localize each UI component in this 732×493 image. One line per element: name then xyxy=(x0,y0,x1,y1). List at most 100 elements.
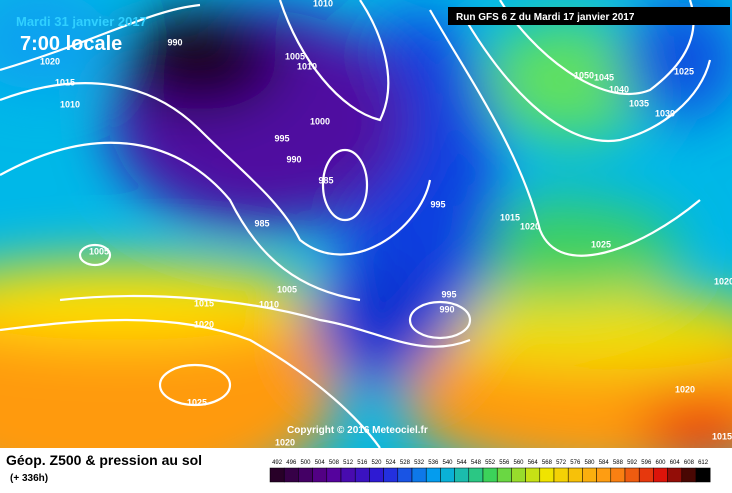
isobar-label: 1035 xyxy=(629,98,649,108)
scale-label: 584 xyxy=(599,460,610,466)
scale-label: 580 xyxy=(584,460,595,466)
scale-label: 536 xyxy=(428,460,439,466)
scale-swatch xyxy=(596,467,612,483)
isobar-label: 1020 xyxy=(714,276,732,286)
scale-swatch xyxy=(440,467,455,483)
scale-swatch xyxy=(397,467,413,483)
date: Mardi 31 janvier 2017 xyxy=(16,14,147,29)
scale-swatch xyxy=(326,467,342,483)
scale-swatch xyxy=(283,467,299,483)
scale-label: 604 xyxy=(670,460,681,466)
isobar-label: 1025 xyxy=(591,239,611,249)
scale-swatch xyxy=(681,467,697,483)
scale-swatch xyxy=(496,467,512,483)
isobar-label: 1010 xyxy=(60,99,80,109)
scale-label: 544 xyxy=(457,460,468,466)
isobar-label: 1015 xyxy=(712,431,732,441)
scale-swatch xyxy=(468,467,484,483)
scale-swatch xyxy=(511,467,526,483)
scale-swatch xyxy=(383,467,399,483)
scale-label: 532 xyxy=(414,460,425,466)
isobar-label: 1000 xyxy=(310,116,330,126)
scale-label: 540 xyxy=(442,460,453,466)
scale-swatch xyxy=(525,467,541,483)
scale-label: 512 xyxy=(343,460,354,466)
isobar-label: 995 xyxy=(274,133,289,143)
isobar-label: 985 xyxy=(318,175,333,185)
run-info: Run GFS 6 Z du Mardi 17 janvier 2017 xyxy=(456,12,635,23)
scale-swatch xyxy=(312,467,328,483)
scale-label: 500 xyxy=(300,460,311,466)
scale-swatch xyxy=(354,467,370,483)
scale-label: 564 xyxy=(528,460,539,466)
scale-swatch xyxy=(425,467,441,483)
isobar-label: 1015 xyxy=(55,77,75,87)
scale-swatch xyxy=(298,467,313,483)
scale-label: 508 xyxy=(329,460,340,466)
scale-label: 560 xyxy=(513,460,524,466)
scale-swatch xyxy=(695,467,711,483)
scale-swatch xyxy=(482,467,498,483)
isobar-label: 1025 xyxy=(674,66,694,76)
isobar-label: 990 xyxy=(167,37,182,47)
isobar-label: 1005 xyxy=(277,284,297,294)
scale-label: 600 xyxy=(655,460,666,466)
scale-label: 492 xyxy=(272,460,283,466)
isobar-label: 990 xyxy=(286,154,301,164)
copyright: Copyright © 2016 Meteociel.fr xyxy=(287,425,428,436)
scale-label: 596 xyxy=(641,460,652,466)
scale-swatch xyxy=(653,467,668,483)
isobar-label: 995 xyxy=(441,289,456,299)
isobar-label: 1040 xyxy=(609,84,629,94)
isobar-label: 990 xyxy=(439,304,454,314)
scale-swatch xyxy=(553,467,569,483)
scale-label: 548 xyxy=(471,460,482,466)
isobar-label: 995 xyxy=(430,199,445,209)
scale-label: 612 xyxy=(698,460,709,466)
isobar-label: 1045 xyxy=(594,72,614,82)
isobar-label: 1005 xyxy=(285,51,305,61)
isobar-label: 1010 xyxy=(313,0,333,8)
scale-swatch xyxy=(369,467,384,483)
footer-title: Géop. Z500 & pression au sol xyxy=(6,452,202,468)
scale-label: 556 xyxy=(499,460,510,466)
scale-label: 516 xyxy=(357,460,368,466)
scale-swatch xyxy=(454,467,470,483)
scale-label: 588 xyxy=(613,460,624,466)
isobar-label: 1020 xyxy=(40,56,60,66)
scale-label: 504 xyxy=(315,460,326,466)
scale-label: 576 xyxy=(570,460,581,466)
isobar-label: 1050 xyxy=(574,70,594,80)
isobar-label: 1015 xyxy=(194,298,214,308)
isobar-label: 1005 xyxy=(89,246,109,256)
time: 7:00 locale xyxy=(20,33,122,55)
scale-label: 496 xyxy=(286,460,297,466)
isobar-label: 1010 xyxy=(259,299,279,309)
scale-swatch xyxy=(539,467,555,483)
scale-swatch xyxy=(638,467,654,483)
scale-label: 528 xyxy=(400,460,411,466)
isobar-label: 1020 xyxy=(520,221,540,231)
isobar-label: 1025 xyxy=(187,397,207,407)
isobar-label: 1010 xyxy=(297,61,317,71)
scale-swatch xyxy=(624,467,640,483)
isobar-label: 985 xyxy=(254,218,269,228)
scale-label: 608 xyxy=(684,460,695,466)
isobar-label: 1020 xyxy=(675,384,695,394)
scale-label: 524 xyxy=(386,460,397,466)
scale-swatch xyxy=(269,467,285,483)
scale-swatch xyxy=(340,467,356,483)
color-scale: 492 496 500 504 508 512 516 520 524 528 532 536 540 5… xyxy=(269,460,711,483)
isobar-label: 1020 xyxy=(275,437,295,447)
scale-label: 520 xyxy=(371,460,382,466)
scale-label: 552 xyxy=(485,460,496,466)
isobar-lines xyxy=(0,0,712,448)
lead-time: (+ 336h) xyxy=(10,473,48,484)
scale-swatch xyxy=(610,467,626,483)
scale-swatch xyxy=(582,467,597,483)
scale-label: 572 xyxy=(556,460,567,466)
isobar-label: 1020 xyxy=(194,319,214,329)
scale-label: 568 xyxy=(542,460,553,466)
scale-swatch xyxy=(567,467,583,483)
